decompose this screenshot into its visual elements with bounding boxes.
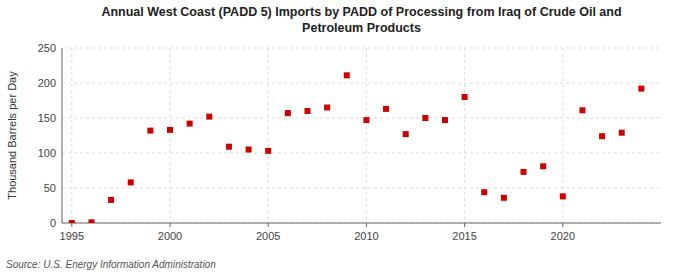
x-tick-label: 2010: [354, 230, 378, 242]
x-tick-label: 2005: [256, 230, 280, 242]
x-tick: [366, 223, 367, 227]
point: [187, 121, 193, 127]
point: [246, 147, 252, 153]
point: [579, 107, 585, 113]
y-grid-line: [62, 118, 661, 119]
y-grid-line: [62, 48, 661, 49]
point: [108, 197, 114, 203]
point: [88, 219, 94, 223]
x-grid-line: [268, 48, 269, 223]
point: [344, 72, 350, 78]
point: [599, 133, 605, 139]
point: [206, 114, 212, 120]
point: [383, 106, 389, 112]
point: [521, 169, 527, 175]
y-grid-line: [62, 83, 661, 84]
y-tick-label: 0: [50, 217, 56, 229]
x-tick: [71, 223, 72, 227]
x-tick-label: 2000: [158, 230, 182, 242]
x-tick: [268, 223, 269, 227]
x-axis-line: [62, 223, 661, 224]
source-note: Source: U.S. Energy Information Administ…: [6, 259, 216, 270]
y-grid-line: [62, 153, 661, 154]
y-axis-line: [62, 48, 63, 223]
point: [363, 117, 369, 123]
point: [462, 94, 468, 100]
point: [324, 105, 330, 111]
point: [442, 117, 448, 123]
y-grid-line: [62, 223, 661, 224]
point: [265, 148, 271, 154]
points: [69, 72, 645, 223]
x-grid-line: [71, 48, 72, 223]
point: [619, 130, 625, 136]
point: [481, 189, 487, 195]
x-grid-line: [464, 48, 465, 223]
x-tick: [170, 223, 171, 227]
point: [403, 131, 409, 137]
point: [69, 220, 75, 223]
y-tick-label: 150: [38, 112, 56, 124]
x-tick-label: 2015: [452, 230, 476, 242]
title: Annual West Coast (PADD 5) Imports by PA…: [101, 5, 621, 35]
y-axis-label: Thousand Barrels per Day: [6, 71, 18, 200]
point: [560, 193, 566, 199]
point: [304, 108, 310, 114]
x-grid-line: [366, 48, 367, 223]
point: [167, 127, 173, 133]
point: [422, 115, 428, 121]
chart: Annual West Coast (PADD 5) Imports by PA…: [0, 0, 675, 275]
y-tick-label: 250: [38, 42, 56, 54]
point: [638, 86, 644, 92]
x-tick-label: 2020: [551, 230, 575, 242]
x-tick-label: 1995: [60, 230, 84, 242]
y-tick-label: 50: [44, 182, 56, 194]
x-tick: [464, 223, 465, 227]
title-line: Petroleum Products: [302, 21, 421, 35]
point: [540, 163, 546, 169]
point: [128, 179, 134, 185]
y-grid-line: [62, 188, 661, 189]
axes: 0 50 100 150 200 250 1995 2000 2005 2010 2015 2020: [38, 42, 661, 242]
y-tick-label: 200: [38, 77, 56, 89]
title-line: Annual West Coast (PADD 5) Imports by PA…: [101, 5, 621, 19]
point: [501, 195, 507, 201]
x-tick: [562, 223, 563, 227]
x-grid-line: [170, 48, 171, 223]
grid: [62, 48, 661, 223]
point: [285, 110, 291, 116]
point: [226, 144, 232, 150]
point: [147, 128, 153, 134]
y-tick-label: 100: [38, 147, 56, 159]
